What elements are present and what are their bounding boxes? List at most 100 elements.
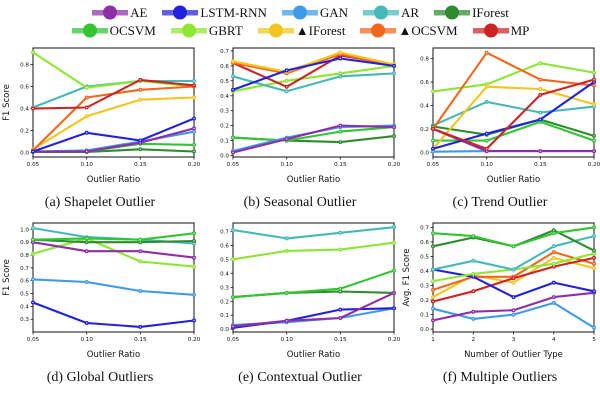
series-OCSVM bbox=[31, 231, 196, 242]
series-AE bbox=[231, 290, 396, 329]
caption-a: (a) Shapelet Outlier bbox=[44, 195, 156, 210]
legend-marker-icon bbox=[363, 5, 400, 20]
legend-marker-icon bbox=[434, 5, 471, 20]
series-tri-OCSVM bbox=[431, 50, 596, 131]
chart-svg-4: 0.0 0.1 0.2 0.3 0.4 0.5 0.6 0.7 0.05 0.10 0.15 0.20… bbox=[220, 222, 401, 360]
series-line-tri-OCSVM bbox=[431, 51, 596, 130]
svg-text:0.1: 0.1 bbox=[220, 139, 229, 145]
svg-text:0.6: 0.6 bbox=[420, 240, 429, 246]
series-GBRT bbox=[231, 240, 396, 262]
x-axis-label: Outlier Ratio bbox=[87, 175, 140, 185]
svg-text:1: 1 bbox=[431, 337, 435, 343]
svg-text:0.05: 0.05 bbox=[427, 162, 440, 168]
legend-label: GAN bbox=[319, 4, 349, 20]
plot-frame bbox=[232, 47, 395, 158]
legend-marker-icon bbox=[472, 23, 509, 38]
legend-label: AE bbox=[130, 4, 148, 20]
series-AR bbox=[231, 71, 396, 94]
legend-item-ae: AE bbox=[91, 4, 147, 21]
series-line-AE bbox=[31, 127, 196, 153]
series-AE bbox=[231, 123, 396, 155]
x-axis-label: Outlier Ratio bbox=[287, 175, 340, 185]
series-LSTM-RNN bbox=[31, 116, 196, 154]
svg-text:0.7: 0.7 bbox=[220, 49, 229, 55]
svg-text:0.2: 0.2 bbox=[220, 299, 229, 305]
svg-text:0.4: 0.4 bbox=[420, 269, 429, 275]
series-tri-IForest bbox=[31, 95, 196, 152]
series-AR bbox=[231, 225, 396, 241]
legend-row-1: AE LSTM-RNN GAN AR IForest bbox=[91, 4, 509, 21]
plot-frame bbox=[32, 47, 195, 158]
series-LSTM-RNN bbox=[231, 56, 396, 92]
svg-text:0.4: 0.4 bbox=[420, 103, 429, 109]
svg-text:0.20: 0.20 bbox=[188, 162, 200, 168]
svg-text:0.20: 0.20 bbox=[188, 337, 200, 343]
svg-text:0.3: 0.3 bbox=[220, 109, 229, 115]
series-line-OCSVM bbox=[231, 126, 396, 142]
series-line-OCSVM bbox=[31, 232, 196, 241]
chart-shapelet-outlier: 0.0 0.2 0.4 0.6 0.8 F1 Score 0.05 0.10 0.15 0.20 O… bbox=[0, 41, 201, 192]
caption-c: (c) Trend Outlier bbox=[452, 195, 548, 210]
chart-seasonal-outlier: 0.0 0.1 0.2 0.3 0.4 0.5 0.6 0.7 0.05 0.10 0.15 0.20… bbox=[200, 41, 401, 192]
plot-frame bbox=[232, 222, 395, 333]
svg-text:0.3: 0.3 bbox=[220, 285, 229, 291]
svg-text:0.15: 0.15 bbox=[334, 337, 347, 343]
svg-text:3: 3 bbox=[512, 337, 516, 343]
y-axis-label: F1 Score bbox=[2, 84, 12, 121]
series-GBRT bbox=[431, 61, 596, 94]
x-axis-label: Outlier Ratio bbox=[487, 175, 540, 185]
x-axis-label: Outlier Ratio bbox=[287, 350, 340, 360]
svg-text:0.2: 0.2 bbox=[20, 129, 29, 135]
svg-text:0.15: 0.15 bbox=[134, 337, 147, 343]
x-axis: 0.05 0.10 0.15 0.20 Outlier Ratio bbox=[427, 157, 600, 185]
legend-item-lstm-rnn: LSTM-RNN bbox=[161, 4, 267, 21]
svg-text:2: 2 bbox=[472, 337, 476, 343]
svg-text:0.5: 0.5 bbox=[220, 257, 229, 263]
svg-text:0.1: 0.1 bbox=[220, 313, 229, 319]
legend-item-ar: AR bbox=[362, 4, 419, 21]
svg-text:5: 5 bbox=[592, 337, 596, 343]
svg-text:0.6: 0.6 bbox=[420, 80, 429, 86]
svg-text:0.10: 0.10 bbox=[80, 162, 93, 168]
svg-text:0.3: 0.3 bbox=[20, 317, 29, 323]
svg-text:0.5: 0.5 bbox=[420, 254, 429, 260]
svg-text:0.1: 0.1 bbox=[420, 313, 429, 319]
series-line-OCSVM bbox=[431, 226, 596, 248]
series-line-MP bbox=[431, 78, 596, 150]
series-line-LSTM-RNN bbox=[431, 80, 596, 150]
subplot-c: 0.0 0.2 0.4 0.6 0.8 0.05 0.10 0.15 0.20 Outlier R… bbox=[400, 41, 600, 216]
svg-text:0.8: 0.8 bbox=[420, 57, 429, 63]
subplot-e: 0.0 0.1 0.2 0.3 0.4 0.5 0.6 0.7 0.05 0.10 0.15 0.20… bbox=[200, 216, 401, 391]
svg-text:0.7: 0.7 bbox=[20, 266, 29, 272]
chart-global-outliers: 0.3 0.4 0.5 0.6 0.7 0.8 0.9 1.0 F1 Score 0.05 0.10… bbox=[0, 216, 201, 367]
legend-marker-icon bbox=[71, 23, 108, 38]
svg-text:0.5: 0.5 bbox=[20, 292, 29, 298]
y-axis-label: F1 Score bbox=[2, 259, 12, 296]
series-line-LSTM-RNN bbox=[31, 301, 196, 328]
series-line-GBRT bbox=[231, 64, 396, 93]
legend-marker-icon bbox=[162, 5, 199, 20]
series-line-GBRT bbox=[431, 62, 596, 93]
subplot-f: 0.0 0.1 0.2 0.3 0.4 0.5 0.6 0.7 Avg. F1 Score 1 2 3… bbox=[400, 216, 600, 391]
caption-b: (b) Seasonal Outlier bbox=[243, 195, 357, 210]
svg-text:0.4: 0.4 bbox=[220, 271, 229, 277]
x-axis: 0.05 0.10 0.15 0.20 Outlier Ratio bbox=[27, 332, 201, 360]
series-line-IForest bbox=[31, 238, 196, 244]
legend-item-gan: GAN bbox=[281, 4, 348, 21]
svg-text:0.6: 0.6 bbox=[20, 85, 29, 91]
svg-text:0.0: 0.0 bbox=[420, 327, 429, 333]
chart-trend-outlier: 0.0 0.2 0.4 0.6 0.8 0.05 0.10 0.15 0.20 Outlier R… bbox=[400, 41, 600, 192]
series-OCSVM bbox=[231, 125, 396, 143]
legend-marker-icon bbox=[257, 23, 294, 38]
x-axis: 0.05 0.10 0.15 0.20 Outlier Ratio bbox=[227, 157, 401, 185]
series-line-LSTM-RNN bbox=[31, 117, 196, 153]
legend-item-iforest: IForest bbox=[433, 4, 509, 21]
y-axis: 0.0 0.1 0.2 0.3 0.4 0.5 0.6 0.7 bbox=[220, 229, 233, 333]
svg-text:0.20: 0.20 bbox=[388, 337, 400, 343]
subplot-a: 0.0 0.2 0.4 0.6 0.8 F1 Score 0.05 0.10 0.15 0.20 O… bbox=[0, 41, 201, 216]
svg-text:0.2: 0.2 bbox=[420, 298, 429, 304]
series-line-OCSVM bbox=[231, 269, 396, 299]
legend-row-2: OCSVM GBRT ▲IForest ▲OCSVM MP bbox=[71, 22, 529, 39]
svg-text:0.05: 0.05 bbox=[227, 162, 240, 168]
